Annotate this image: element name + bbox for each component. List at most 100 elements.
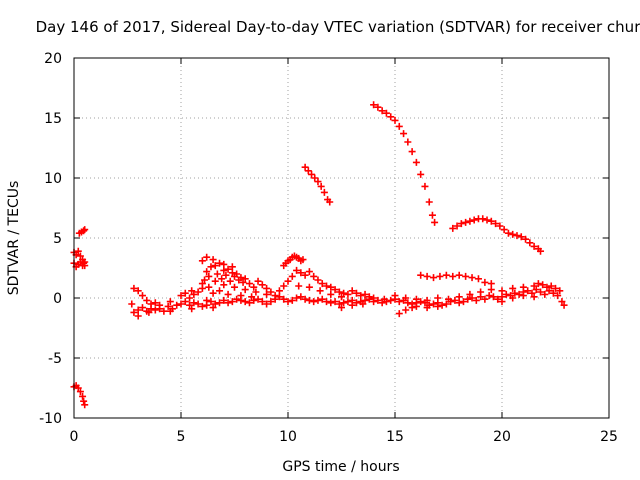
data-point <box>528 289 536 297</box>
data-point <box>382 109 390 117</box>
data-point <box>400 130 408 138</box>
data-point <box>378 299 386 307</box>
data-point <box>519 283 527 291</box>
data-point <box>316 287 324 295</box>
data-point <box>224 265 232 273</box>
data-point <box>468 274 476 282</box>
data-point <box>76 388 84 396</box>
data-point <box>301 295 309 303</box>
data-point <box>320 188 328 196</box>
data-point <box>181 289 189 297</box>
data-point <box>160 307 168 315</box>
data-point <box>344 298 352 306</box>
data-point <box>80 397 88 405</box>
data-point <box>408 304 416 312</box>
data-point <box>404 299 412 307</box>
data-point <box>284 277 292 285</box>
data-point <box>423 304 431 312</box>
data-point <box>275 287 283 295</box>
data-point <box>434 302 442 310</box>
data-point <box>352 299 360 307</box>
y-tick-label: 10 <box>44 171 62 187</box>
data-point <box>524 287 532 295</box>
series-segment-16-19h <box>417 271 495 288</box>
data-point <box>201 276 209 284</box>
data-point <box>323 282 331 290</box>
data-point <box>297 269 305 277</box>
data-point <box>481 278 489 286</box>
data-point <box>198 257 206 265</box>
data-point <box>492 220 500 228</box>
data-point <box>258 298 266 306</box>
data-point <box>323 298 331 306</box>
data-point <box>254 295 262 303</box>
data-point <box>311 174 319 182</box>
series-arc-18-22h <box>449 215 545 255</box>
data-point <box>560 301 568 309</box>
data-point <box>207 263 215 271</box>
data-point <box>534 280 542 288</box>
data-point <box>164 302 172 310</box>
data-point <box>128 300 136 308</box>
data-point <box>421 182 429 190</box>
data-point <box>380 295 388 303</box>
data-point <box>474 275 482 283</box>
data-point <box>218 275 226 283</box>
data-point <box>417 170 425 178</box>
data-point <box>74 247 82 255</box>
data-point <box>537 247 545 255</box>
y-tick-label: -10 <box>39 411 62 427</box>
data-point <box>301 163 309 171</box>
series-early-upper <box>70 226 89 271</box>
data-point <box>275 293 283 301</box>
data-point <box>211 300 219 308</box>
data-point <box>470 216 478 224</box>
data-point <box>177 292 185 300</box>
data-point <box>361 296 369 304</box>
x-tick-labels: 0 5 10 15 20 25 <box>70 429 618 445</box>
data-point <box>299 256 307 264</box>
data-point <box>504 229 512 237</box>
data-point <box>428 211 436 219</box>
data-point <box>203 253 211 261</box>
data-point <box>472 296 480 304</box>
data-point <box>310 298 318 306</box>
data-point <box>211 277 219 285</box>
data-point <box>305 283 313 291</box>
data-point <box>556 287 564 295</box>
data-point <box>267 298 275 306</box>
y-axis-label: SDTVAR / TECUs <box>6 181 22 296</box>
data-point <box>74 384 82 392</box>
data-point <box>327 283 335 291</box>
data-point <box>430 300 438 308</box>
data-point <box>487 286 495 294</box>
data-point <box>134 312 142 320</box>
data-point <box>462 272 470 280</box>
x-tick-label: 15 <box>386 429 404 445</box>
data-point <box>361 290 369 298</box>
data-point <box>314 178 322 186</box>
data-point <box>216 259 224 267</box>
data-point <box>250 283 258 291</box>
data-point <box>438 301 446 309</box>
series-bump-10h <box>280 252 307 270</box>
data-point <box>423 272 431 280</box>
data-point <box>543 283 551 291</box>
data-point <box>464 295 472 303</box>
data-point <box>554 292 562 300</box>
data-point <box>479 215 487 223</box>
data-point <box>211 262 219 270</box>
data-point <box>387 296 395 304</box>
data-point <box>81 226 89 234</box>
series-descent-14h <box>370 101 439 226</box>
data-point <box>181 298 189 306</box>
data-point <box>485 292 493 300</box>
data-point <box>194 288 202 296</box>
data-point <box>335 288 343 296</box>
data-point <box>220 296 228 304</box>
data-point <box>220 266 228 274</box>
data-point <box>207 298 215 306</box>
data-point <box>263 290 271 298</box>
data-point <box>245 280 253 288</box>
data-point <box>549 289 557 297</box>
